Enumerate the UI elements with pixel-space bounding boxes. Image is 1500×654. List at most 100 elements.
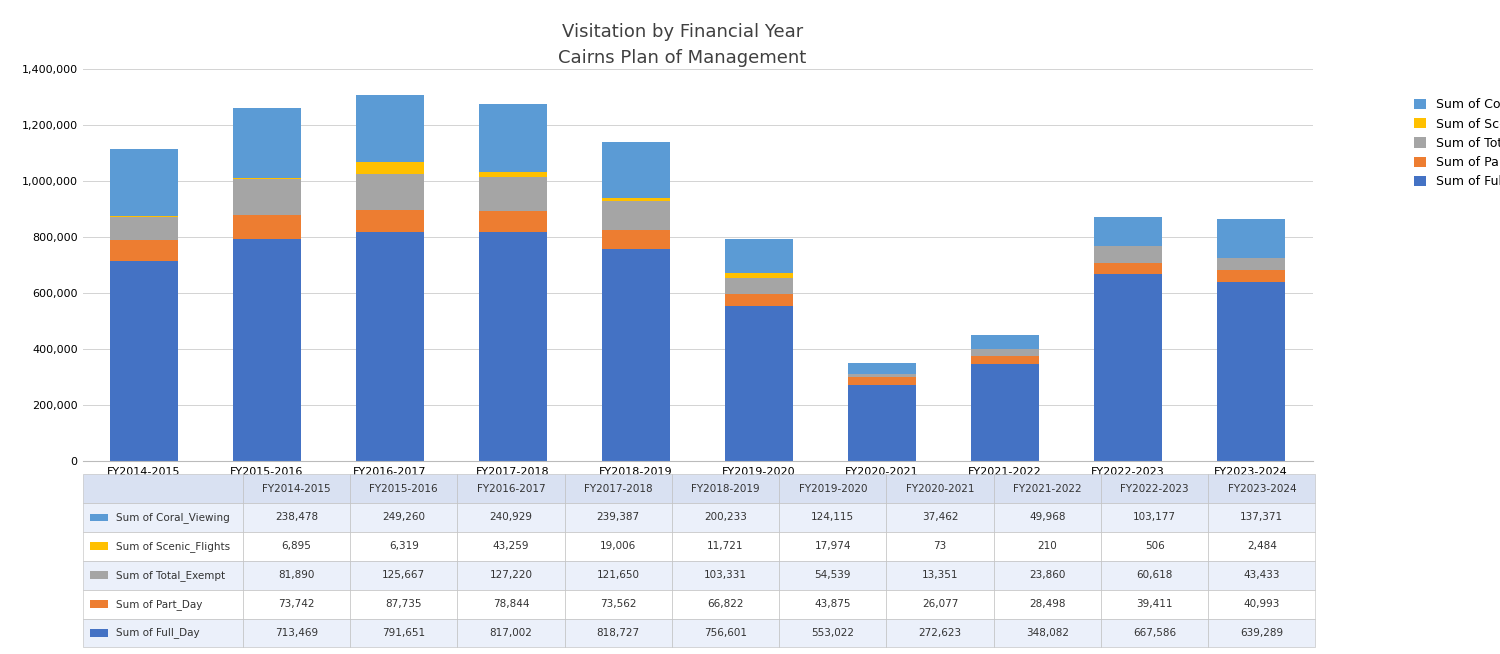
Bar (356, 95, 424, 162)
Bar (724, 279, 794, 294)
Text: 73,742: 73,742 (278, 599, 315, 609)
Text: 6,319: 6,319 (388, 542, 418, 551)
Bar (1216, 270, 1286, 282)
Text: 125,667: 125,667 (382, 570, 426, 580)
Bar (110, 241, 178, 261)
Bar (232, 178, 302, 179)
Text: 87,735: 87,735 (386, 599, 422, 609)
Text: 791,651: 791,651 (382, 628, 426, 638)
Bar (724, 239, 794, 273)
Text: 137,371: 137,371 (1240, 513, 1284, 523)
Text: 200,233: 200,233 (704, 513, 747, 523)
Bar (110, 261, 178, 461)
Bar (478, 171, 548, 177)
Text: Cairns Plan of Management: Cairns Plan of Management (558, 49, 807, 67)
Bar (1094, 217, 1162, 246)
Text: 39,411: 39,411 (1137, 599, 1173, 609)
Text: 639,289: 639,289 (1240, 628, 1284, 638)
Bar (478, 232, 548, 461)
Text: 49,968: 49,968 (1029, 513, 1065, 523)
Text: 756,601: 756,601 (704, 628, 747, 638)
Text: 240,929: 240,929 (489, 513, 532, 523)
Text: 124,115: 124,115 (812, 513, 855, 523)
Bar (970, 364, 1040, 461)
Text: 28,498: 28,498 (1029, 599, 1065, 609)
Text: 103,331: 103,331 (704, 570, 747, 580)
Text: 2,484: 2,484 (1246, 542, 1276, 551)
Text: 73: 73 (933, 542, 946, 551)
Text: FY2020-2021: FY2020-2021 (906, 483, 975, 494)
Bar (970, 349, 1040, 356)
Text: 6,895: 6,895 (282, 542, 312, 551)
Text: 43,875: 43,875 (815, 599, 850, 609)
Bar (1094, 274, 1162, 461)
Text: 13,351: 13,351 (922, 570, 958, 580)
Bar (847, 363, 916, 373)
Text: 43,259: 43,259 (492, 542, 530, 551)
Bar (724, 294, 794, 306)
Bar (356, 232, 424, 461)
Bar (356, 210, 424, 232)
Text: 121,650: 121,650 (597, 570, 639, 580)
Bar (724, 306, 794, 461)
Text: 348,082: 348,082 (1026, 628, 1069, 638)
Legend: Sum of Coral_Viewing, Sum of Scenic_Flights, Sum of Total_Exempt, Sum of Part_Da: Sum of Coral_Viewing, Sum of Scenic_Flig… (1410, 95, 1500, 192)
Text: FY2015-2016: FY2015-2016 (369, 483, 438, 494)
Bar (602, 201, 670, 230)
Bar (847, 377, 916, 385)
Text: 103,177: 103,177 (1132, 513, 1176, 523)
Bar (232, 215, 302, 239)
Bar (602, 142, 670, 198)
Text: 817,002: 817,002 (489, 628, 532, 638)
Text: 127,220: 127,220 (489, 570, 532, 580)
Text: 553,022: 553,022 (812, 628, 855, 638)
Text: 713,469: 713,469 (274, 628, 318, 638)
Text: 11,721: 11,721 (708, 542, 744, 551)
Text: 249,260: 249,260 (382, 513, 424, 523)
Bar (478, 211, 548, 232)
Text: Visitation by Financial Year: Visitation by Financial Year (562, 23, 802, 41)
Text: 17,974: 17,974 (815, 542, 850, 551)
Text: 506: 506 (1144, 542, 1164, 551)
Bar (232, 108, 302, 178)
Text: 43,433: 43,433 (1244, 570, 1280, 580)
Text: 667,586: 667,586 (1132, 628, 1176, 638)
Text: 73,562: 73,562 (600, 599, 636, 609)
Bar (602, 249, 670, 461)
Text: 272,623: 272,623 (918, 628, 962, 638)
Text: 81,890: 81,890 (278, 570, 315, 580)
Bar (356, 162, 424, 175)
Bar (847, 373, 916, 377)
Text: 78,844: 78,844 (492, 599, 530, 609)
Bar (970, 335, 1040, 349)
Bar (1094, 246, 1162, 263)
Text: FY2021-2022: FY2021-2022 (1013, 483, 1082, 494)
Text: 19,006: 19,006 (600, 542, 636, 551)
Text: FY2018-2019: FY2018-2019 (692, 483, 760, 494)
Text: FY2017-2018: FY2017-2018 (584, 483, 652, 494)
Bar (478, 177, 548, 211)
Text: 40,993: 40,993 (1244, 599, 1280, 609)
Bar (724, 273, 794, 279)
Text: Sum of Coral_Viewing: Sum of Coral_Viewing (116, 512, 230, 523)
Text: 818,727: 818,727 (597, 628, 640, 638)
Text: 60,618: 60,618 (1137, 570, 1173, 580)
Text: 54,539: 54,539 (815, 570, 850, 580)
Bar (970, 356, 1040, 364)
Text: Sum of Scenic_Flights: Sum of Scenic_Flights (116, 541, 230, 552)
Text: 238,478: 238,478 (274, 513, 318, 523)
Text: FY2014-2015: FY2014-2015 (262, 483, 330, 494)
Bar (110, 216, 178, 218)
Text: 37,462: 37,462 (922, 513, 958, 523)
Bar (602, 198, 670, 201)
Bar (1216, 258, 1286, 270)
Text: FY2023-2024: FY2023-2024 (1227, 483, 1296, 494)
Text: Sum of Total_Exempt: Sum of Total_Exempt (116, 570, 225, 581)
Bar (1216, 282, 1286, 461)
Bar (110, 218, 178, 241)
Bar (110, 148, 178, 216)
Text: 66,822: 66,822 (708, 599, 744, 609)
Text: 239,387: 239,387 (597, 513, 640, 523)
Bar (232, 179, 302, 215)
Bar (356, 175, 424, 210)
